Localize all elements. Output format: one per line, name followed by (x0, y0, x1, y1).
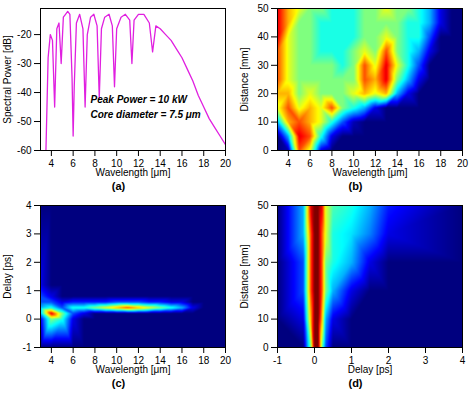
svg-text:16: 16 (176, 158, 188, 169)
svg-text:6: 6 (70, 355, 76, 366)
svg-text:14: 14 (154, 354, 166, 366)
svg-text:18: 18 (435, 158, 447, 169)
svg-text:0: 0 (312, 355, 318, 366)
svg-text:6: 6 (70, 158, 76, 169)
svg-text:-60: -60 (17, 145, 32, 156)
svg-text:-20: -20 (17, 29, 32, 40)
svg-text:50: 50 (257, 3, 269, 14)
svg-text:30: 30 (257, 257, 269, 268)
svg-text:2: 2 (26, 257, 32, 268)
html-text:(b): (b) (348, 180, 363, 192)
svg-text:10: 10 (257, 116, 269, 127)
svg-text:-1: -1 (273, 355, 282, 366)
svg-text:20: 20 (220, 158, 232, 169)
svg-text:1: 1 (348, 354, 355, 366)
svg-text:40: 40 (257, 31, 269, 42)
svg-text:30: 30 (257, 60, 269, 71)
svg-text:18: 18 (198, 158, 210, 169)
svg-text:12: 12 (369, 157, 381, 169)
svg-text:40: 40 (257, 228, 269, 239)
svg-text:1: 1 (26, 285, 32, 296)
svg-text:4: 4 (49, 158, 55, 169)
svg-text:14: 14 (391, 157, 403, 169)
svg-text:16: 16 (176, 355, 188, 366)
svg-text:10: 10 (257, 313, 269, 324)
svg-text:-50: -50 (17, 116, 32, 127)
svg-text:4: 4 (26, 200, 32, 211)
svg-text:10: 10 (111, 354, 123, 366)
svg-text:8: 8 (92, 354, 98, 366)
svg-text:8: 8 (92, 157, 98, 169)
svg-text:4: 4 (460, 355, 466, 366)
svg-text:-1: -1 (23, 342, 32, 353)
svg-text:Distance [mm]: Distance [mm] (239, 47, 250, 111)
svg-text:12: 12 (132, 354, 144, 366)
svg-text:12: 12 (132, 157, 144, 169)
html-text:(d): (d) (348, 377, 363, 389)
svg-text:20: 20 (457, 158, 469, 169)
svg-text:6: 6 (307, 158, 313, 169)
svg-text:0: 0 (26, 313, 32, 324)
svg-text:3: 3 (423, 355, 429, 366)
svg-text:0: 0 (263, 145, 269, 156)
svg-text:20: 20 (257, 285, 269, 296)
svg-text:20: 20 (220, 355, 232, 366)
svg-text:Wavelength [μm]: Wavelength [μm] (96, 364, 171, 375)
svg-text:Delay [ps]: Delay [ps] (348, 364, 393, 375)
svg-text:-40: -40 (17, 87, 32, 98)
svg-text:20: 20 (257, 88, 269, 99)
svg-text:0: 0 (263, 342, 269, 353)
svg-text:Peak Power = 10 kW: Peak Power = 10 kW (91, 94, 189, 105)
svg-text:Wavelength [μm]: Wavelength [μm] (333, 167, 408, 178)
svg-text:Wavelength [μm]: Wavelength [μm] (96, 167, 171, 178)
svg-text:3: 3 (26, 228, 32, 239)
svg-text:2: 2 (385, 354, 392, 366)
html-text:(a): (a) (111, 180, 126, 192)
svg-text:10: 10 (348, 157, 360, 169)
svg-text:16: 16 (413, 158, 425, 169)
svg-text:Delay [ps]: Delay [ps] (2, 254, 13, 299)
svg-text:50: 50 (257, 200, 269, 211)
svg-text:Core diameter = 7.5 μm: Core diameter = 7.5 μm (91, 109, 201, 120)
svg-text:Distance [mm]: Distance [mm] (239, 244, 250, 308)
svg-text:4: 4 (49, 355, 55, 366)
svg-text:8: 8 (329, 157, 335, 169)
svg-text:18: 18 (198, 355, 210, 366)
html-text:(c): (c) (111, 377, 126, 389)
svg-text:10: 10 (111, 157, 123, 169)
svg-text:14: 14 (154, 157, 166, 169)
svg-text:Spectral Power [dB]: Spectral Power [dB] (2, 35, 13, 124)
svg-text:-30: -30 (17, 58, 32, 69)
svg-text:4: 4 (286, 158, 292, 169)
